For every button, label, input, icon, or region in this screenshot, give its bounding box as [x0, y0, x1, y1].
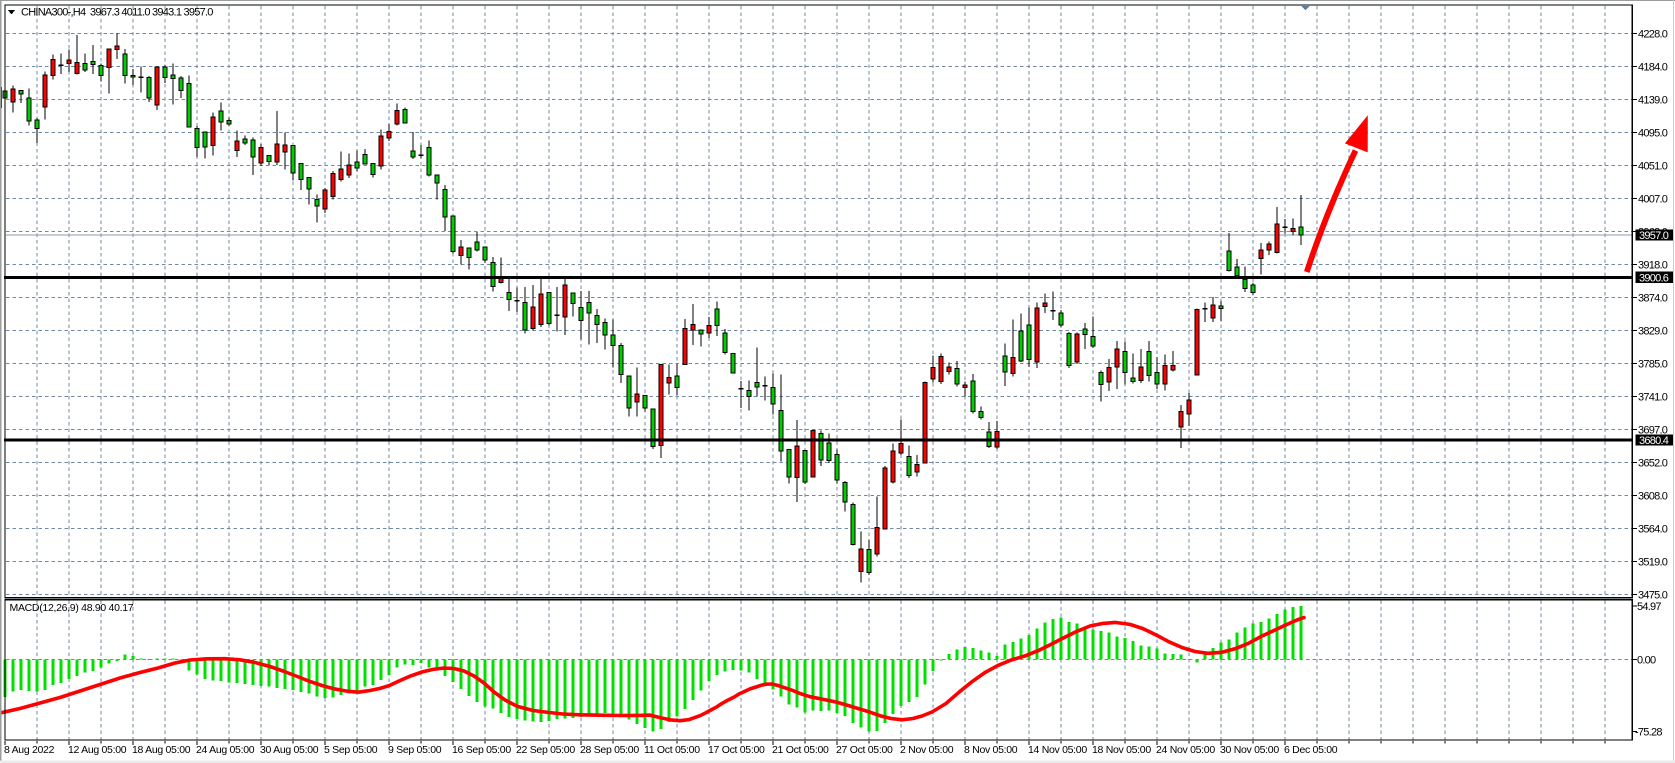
svg-text:28 Sep 05:00: 28 Sep 05:00: [580, 744, 639, 756]
svg-text:16 Sep 05:00: 16 Sep 05:00: [452, 744, 511, 756]
svg-text:4139.0: 4139.0: [1638, 94, 1668, 106]
svg-text:8 Aug 2022: 8 Aug 2022: [4, 744, 55, 756]
svg-text:3741.0: 3741.0: [1638, 391, 1668, 403]
svg-text:30 Nov 05:00: 30 Nov 05:00: [1220, 744, 1279, 756]
svg-text:5 Sep 05:00: 5 Sep 05:00: [324, 744, 378, 756]
svg-text:3680.4: 3680.4: [1639, 435, 1669, 447]
svg-text:CHINA300-,H4 3967.3 4011.0 39: CHINA300-,H4 3967.3 4011.0 3943.1 3957.0: [21, 7, 213, 19]
svg-text:11 Oct 05:00: 11 Oct 05:00: [644, 744, 700, 756]
svg-text:30 Aug 05:00: 30 Aug 05:00: [260, 744, 319, 756]
svg-text:3829.0: 3829.0: [1638, 325, 1668, 337]
svg-text:3608.0: 3608.0: [1638, 490, 1668, 502]
svg-text:MACD(12,26,9) 48.90 40.17: MACD(12,26,9) 48.90 40.17: [10, 602, 134, 614]
svg-text:21 Oct 05:00: 21 Oct 05:00: [772, 744, 829, 756]
svg-text:14 Nov 05:00: 14 Nov 05:00: [1028, 744, 1087, 756]
svg-text:6 Dec 05:00: 6 Dec 05:00: [1284, 744, 1338, 756]
svg-text:0.00: 0.00: [1637, 654, 1656, 666]
svg-text:24 Aug 05:00: 24 Aug 05:00: [196, 744, 255, 756]
svg-text:12 Aug 05:00: 12 Aug 05:00: [68, 744, 127, 756]
svg-text:22 Sep 05:00: 22 Sep 05:00: [516, 744, 575, 756]
svg-text:4095.0: 4095.0: [1638, 127, 1668, 139]
svg-text:3475.0: 3475.0: [1638, 589, 1668, 601]
svg-text:4184.0: 4184.0: [1638, 61, 1668, 73]
svg-text:3652.0: 3652.0: [1638, 457, 1668, 469]
svg-text:3519.0: 3519.0: [1638, 556, 1668, 568]
svg-text:3785.0: 3785.0: [1638, 358, 1668, 370]
svg-text:4051.0: 4051.0: [1638, 160, 1668, 172]
svg-text:-75.28: -75.28: [1635, 726, 1662, 738]
svg-text:17 Oct 05:00: 17 Oct 05:00: [708, 744, 765, 756]
svg-text:18 Nov 05:00: 18 Nov 05:00: [1092, 744, 1151, 756]
svg-text:3900.6: 3900.6: [1639, 272, 1669, 284]
svg-text:3957.0: 3957.0: [1639, 230, 1669, 242]
svg-text:18 Aug 05:00: 18 Aug 05:00: [132, 744, 191, 756]
svg-text:4228.0: 4228.0: [1638, 28, 1668, 40]
svg-text:4007.0: 4007.0: [1638, 193, 1668, 205]
svg-text:24 Nov 05:00: 24 Nov 05:00: [1156, 744, 1215, 756]
svg-text:54.97: 54.97: [1637, 601, 1661, 613]
svg-text:9 Sep 05:00: 9 Sep 05:00: [388, 744, 442, 756]
svg-text:3918.0: 3918.0: [1638, 259, 1668, 271]
svg-text:8 Nov 05:00: 8 Nov 05:00: [964, 744, 1018, 756]
svg-text:3874.0: 3874.0: [1638, 292, 1668, 304]
svg-text:2 Nov 05:00: 2 Nov 05:00: [900, 744, 954, 756]
svg-text:3697.0: 3697.0: [1638, 424, 1668, 436]
svg-text:27 Oct 05:00: 27 Oct 05:00: [836, 744, 893, 756]
svg-text:3564.0: 3564.0: [1638, 523, 1668, 535]
